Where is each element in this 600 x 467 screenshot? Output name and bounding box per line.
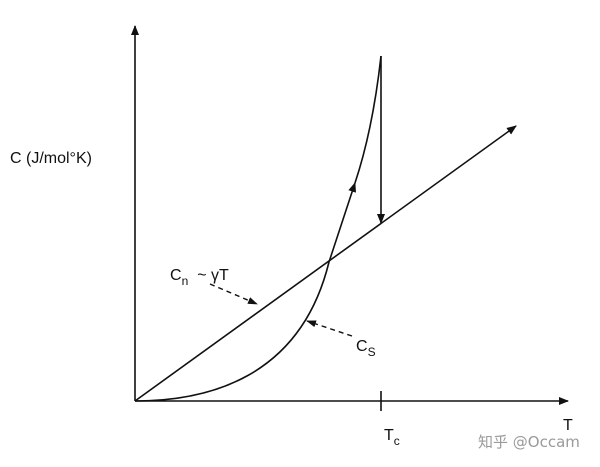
watermark: 知乎 @Occam [478, 433, 580, 451]
rising-segment [354, 55, 382, 184]
cn-pointer-arrow [209, 283, 258, 305]
tc-label: Tc [384, 427, 400, 448]
cs-pointer-arrow [306, 320, 353, 337]
cn-label: Cn ~ γT [170, 267, 229, 288]
cn-suffix: ~ γT [197, 267, 229, 284]
normal-state-line [134, 125, 517, 402]
superconducting-curve [134, 261, 330, 402]
tc-sub: c [394, 434, 400, 448]
tc-main: T [384, 427, 394, 444]
cs-main: C [356, 338, 368, 355]
rising-segment-arrow [328, 182, 356, 263]
cs-label: CS [356, 338, 376, 359]
cn-sub: n [182, 274, 189, 288]
y-axis-label: C (J/mol°K) [10, 150, 92, 167]
cs-sub: S [368, 345, 376, 359]
x-axis-label: T [563, 417, 573, 434]
cn-main: C [170, 267, 182, 284]
